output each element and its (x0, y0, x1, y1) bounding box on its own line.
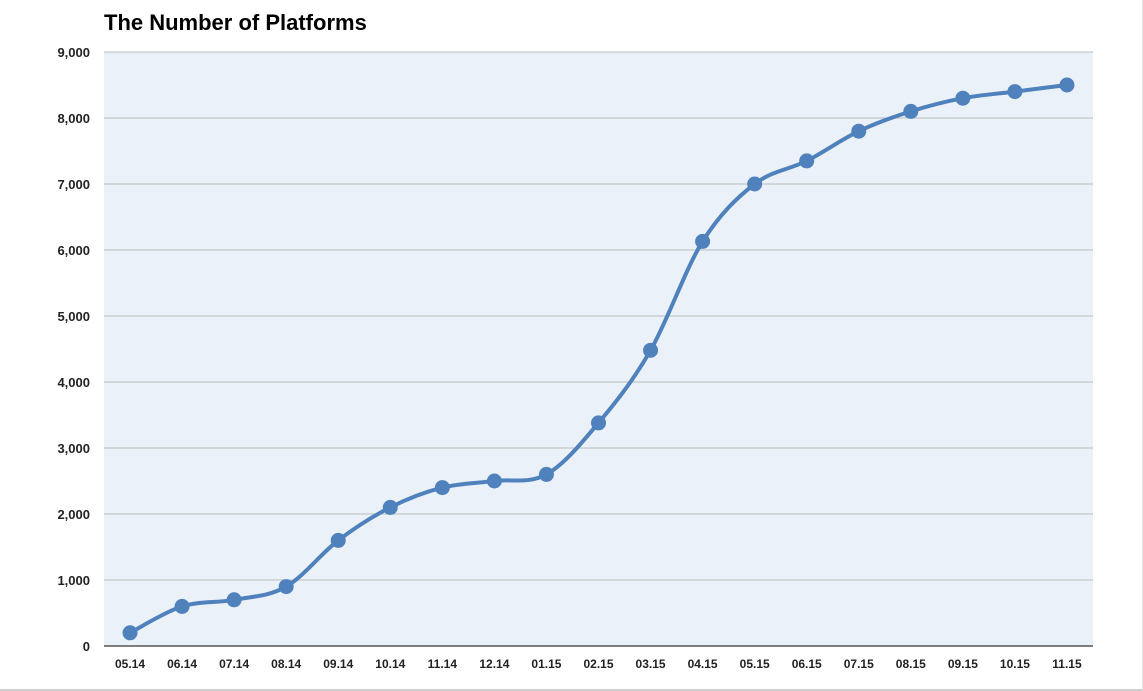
data-point (851, 123, 867, 139)
data-point (538, 466, 554, 482)
x-tick-label: 05.15 (740, 657, 770, 671)
data-point (434, 480, 450, 496)
data-point (122, 625, 138, 641)
data-point (643, 342, 659, 358)
x-axis-ticks: 05.14 06.14 07.14 08.14 09.14 10.14 11.14 12.14… (115, 657, 1082, 671)
data-point (278, 579, 294, 595)
x-tick-label: 05.14 (115, 657, 145, 671)
x-tick-label: 08.15 (896, 657, 926, 671)
gridlines (104, 51, 1093, 647)
y-tick-label: 7,000 (57, 177, 90, 192)
y-tick-label: 8,000 (57, 111, 90, 126)
x-tick-label: 12.14 (479, 657, 509, 671)
y-tick-label: 3,000 (57, 441, 90, 456)
data-point (486, 473, 502, 489)
x-tick-label: 10.14 (375, 657, 405, 671)
plot-area (104, 52, 1093, 646)
y-tick-label: 9,000 (57, 45, 90, 60)
data-point (382, 499, 398, 515)
y-axis-ticks: 0 1,000 2,000 3,000 4,000 5,000 6,000 7,000 8,00… (57, 45, 90, 654)
y-tick-label: 2,000 (57, 507, 90, 522)
data-point (955, 90, 971, 106)
y-tick-label: 4,000 (57, 375, 90, 390)
data-point (174, 598, 190, 614)
x-tick-label: 07.15 (844, 657, 874, 671)
data-point (591, 415, 606, 431)
data-points (122, 77, 1075, 641)
x-tick-label: 11.15 (1052, 657, 1082, 671)
x-tick-label: 04.15 (688, 657, 718, 671)
chart-title: The Number of Platforms (104, 10, 367, 35)
y-tick-label: 6,000 (57, 243, 90, 258)
data-point (903, 103, 919, 119)
x-tick-label: 08.14 (271, 657, 301, 671)
x-tick-label: 06.15 (792, 657, 822, 671)
y-tick-label: 5,000 (57, 309, 90, 324)
y-tick-label: 1,000 (57, 573, 90, 588)
y-tick-label: 0 (83, 639, 90, 654)
x-tick-label: 06.14 (167, 657, 197, 671)
data-point (747, 176, 763, 192)
data-point (1007, 84, 1023, 100)
x-tick-label: 01.15 (531, 657, 561, 671)
data-point (799, 153, 815, 169)
data-point (695, 233, 711, 249)
data-point (226, 592, 242, 608)
data-point (330, 532, 346, 548)
x-tick-label: 10.15 (1000, 657, 1030, 671)
x-tick-label: 03.15 (636, 657, 666, 671)
x-tick-label: 07.14 (219, 657, 249, 671)
x-tick-label: 09.14 (323, 657, 353, 671)
x-tick-label: 11.14 (428, 657, 458, 671)
data-point (1059, 77, 1075, 93)
x-tick-label: 02.15 (583, 657, 613, 671)
x-tick-label: 09.15 (948, 657, 978, 671)
